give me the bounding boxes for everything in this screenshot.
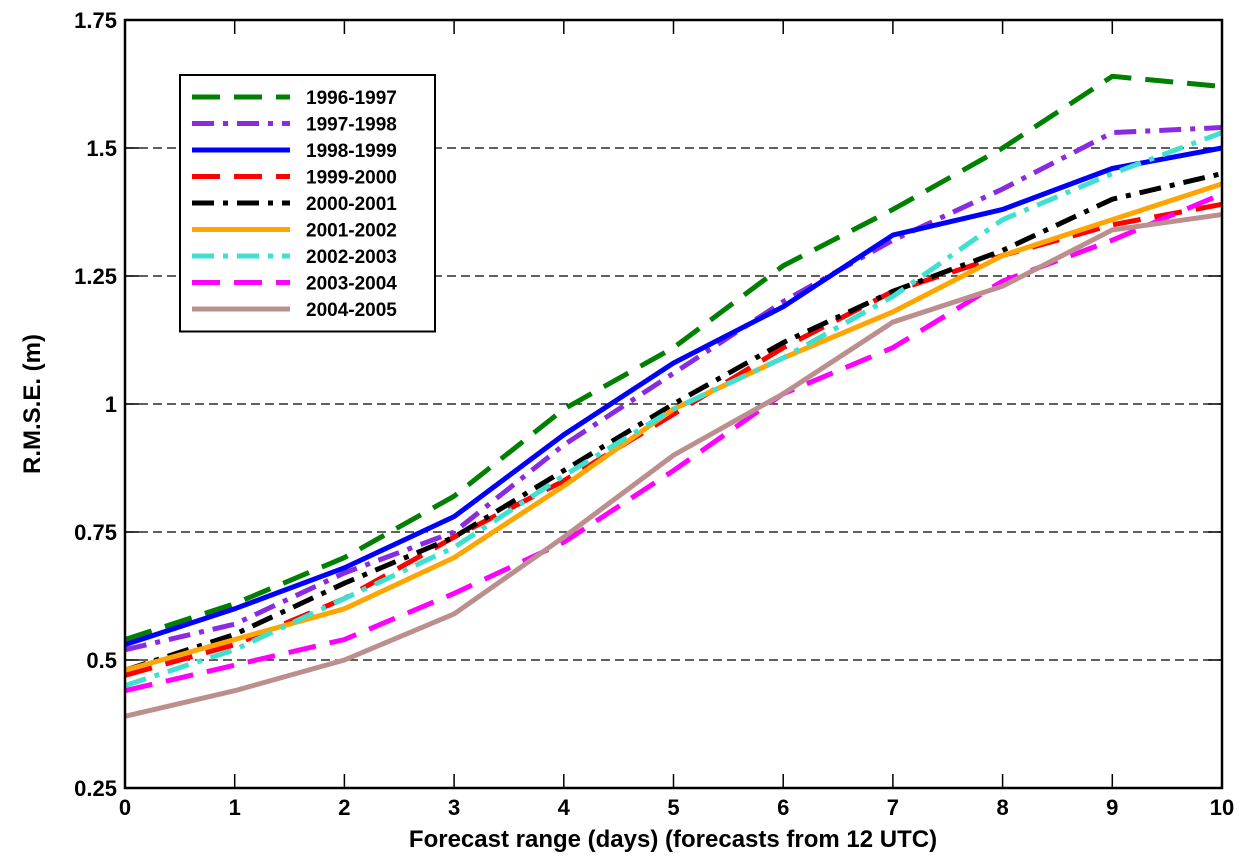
- x-tick-label: 10: [1210, 795, 1234, 820]
- legend: 1996-1997 1997-1998 1998-1999 1999-2000 2000…: [179, 74, 436, 333]
- legend-label: 2001-2002: [306, 221, 397, 242]
- series-line: [124, 145, 1223, 648]
- x-tick-label: 6: [777, 795, 789, 820]
- series-line: [124, 171, 1223, 673]
- legend-label: 2004-2005: [306, 300, 397, 321]
- x-tick-label: 3: [448, 795, 460, 820]
- y-tick-label: 0.75: [74, 520, 117, 545]
- x-tick-label: 4: [558, 795, 571, 820]
- y-tick-label: 1.75: [74, 8, 117, 33]
- x-tick-label: 1: [229, 795, 241, 820]
- x-axis-label: Forecast range (days) (forecasts from 12…: [409, 826, 937, 853]
- legend-label: 2000-2001: [306, 194, 397, 215]
- x-tick-label: 2: [338, 795, 350, 820]
- x-tick-label: 0: [119, 795, 131, 820]
- y-tick-label: 1.5: [86, 136, 117, 161]
- x-tick-label: 8: [996, 795, 1008, 820]
- series-line: [124, 212, 1223, 719]
- x-tick-label: 5: [667, 795, 679, 820]
- legend-label: 1998-1999: [306, 141, 397, 162]
- legend-label: 1996-1997: [306, 88, 397, 109]
- plot-frame: [123, 18, 1224, 790]
- legend-label: 1997-1998: [306, 115, 397, 136]
- legend-label: 1999-2000: [306, 168, 397, 189]
- y-axis-label: R.M.S.E. (m): [19, 334, 46, 474]
- x-tick-label: 9: [1106, 795, 1118, 820]
- y-tick-label: 1: [105, 392, 117, 417]
- y-tick-label: 0.25: [74, 776, 117, 801]
- legend-label: 2003-2004: [306, 274, 397, 295]
- y-tick-label: 1.25: [74, 264, 117, 289]
- series-line: [124, 73, 1223, 642]
- y-tick-label: 0.5: [86, 648, 117, 673]
- legend-label: 2002-2003: [306, 247, 397, 268]
- series-line: [124, 130, 1223, 688]
- legend-box: [179, 74, 436, 333]
- x-tick-label: 7: [887, 795, 899, 820]
- series-line: [124, 125, 1223, 653]
